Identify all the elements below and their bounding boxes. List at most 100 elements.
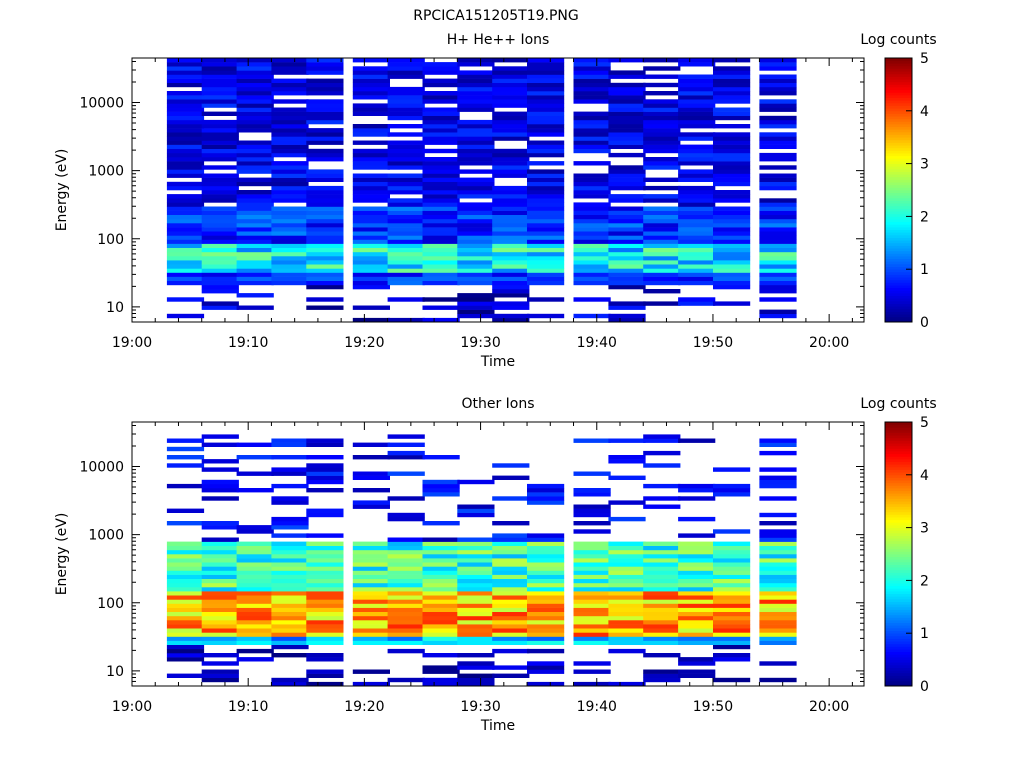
colorbar-segment [885, 498, 912, 502]
spectrogram-cell [352, 471, 390, 476]
spectrogram-cell [759, 570, 797, 575]
spectrogram-cell [236, 165, 274, 170]
colorbar-segment [885, 195, 912, 199]
spectrogram-cell [352, 566, 390, 571]
colorbar-segment [885, 551, 912, 555]
spectrogram-cell [271, 628, 309, 633]
spectrogram-cell [492, 624, 530, 629]
spectrogram-cell [608, 227, 646, 232]
colorbar-tick-label: 2 [920, 573, 929, 589]
spectrogram-cell [387, 537, 425, 542]
spectrogram-cell [201, 198, 239, 203]
spectrogram-cell [166, 545, 205, 551]
spectrogram-cell [387, 516, 425, 522]
colorbar-segment [885, 124, 912, 128]
spectrogram-cell [678, 673, 716, 678]
spectrogram-cell [306, 82, 344, 88]
spectrogram-cell [306, 185, 344, 191]
spectrogram-cell [527, 496, 565, 501]
x-tick-label: 19:30 [460, 335, 500, 351]
colorbar-segment [885, 472, 912, 476]
colorbar-segment [885, 263, 912, 267]
spectrogram-cell [678, 136, 716, 141]
spectrogram-cell [527, 227, 565, 232]
spectrogram-cell [457, 313, 495, 319]
spectrogram-cell [306, 198, 344, 203]
spectrogram-cell [271, 280, 309, 286]
spectrogram-cell [306, 119, 344, 125]
spectrogram-cell [422, 665, 460, 670]
spectrogram-cell [166, 214, 205, 220]
spectrogram-cell [387, 541, 425, 546]
spectrogram-cell [492, 210, 530, 215]
spectrogram-cell [457, 603, 495, 608]
spectrogram-cell [236, 471, 274, 476]
spectrogram-cell [166, 218, 205, 224]
spectrogram-cell [422, 82, 460, 88]
spectrogram-cell [643, 128, 681, 133]
spectrogram-cell [166, 169, 205, 174]
spectrogram-cell [573, 260, 611, 265]
spectrogram-cell [422, 70, 460, 75]
spectrogram-cell [166, 640, 205, 645]
spectrogram-cell [643, 595, 681, 600]
colorbar-segment [885, 102, 912, 106]
spectrogram-cell [527, 111, 565, 116]
spectrogram-cell [713, 541, 751, 546]
spectrogram-cell [608, 272, 646, 277]
spectrogram-cell [387, 206, 425, 211]
colorbar-segment [885, 79, 912, 83]
spectrogram-cell [492, 289, 530, 294]
spectrogram-cell [236, 181, 274, 187]
spectrogram-cell [422, 578, 460, 584]
spectrogram-cell [643, 549, 681, 555]
spectrogram-cell [759, 529, 797, 534]
spectrogram-cell [387, 566, 425, 571]
colorbar-segment [885, 596, 912, 600]
spectrogram-cell [713, 231, 751, 236]
spectrogram-cell [166, 574, 205, 579]
colorbar-segment [885, 519, 912, 523]
spectrogram-cell [527, 492, 565, 497]
spectrogram-cell [608, 640, 646, 645]
spectrogram-cell [387, 177, 425, 182]
spectrogram-cell [608, 165, 646, 170]
colorbar-segment [885, 306, 912, 310]
spectrogram-cell [492, 247, 530, 253]
spectrogram-cell [457, 136, 495, 141]
spectrogram-cell [387, 74, 425, 79]
spectrogram-cell [643, 504, 681, 509]
spectrogram-cell [678, 595, 716, 600]
spectrogram-cell [387, 190, 425, 195]
spectrogram-cell [306, 475, 344, 480]
spectrogram-cell [759, 578, 797, 584]
spectrogram-cell [713, 140, 751, 145]
spectrogram-cell [608, 91, 646, 96]
colorbar-segment [885, 71, 912, 75]
spectrogram-cell [573, 541, 611, 546]
spectrogram-cell [527, 570, 565, 575]
spectrogram-cell [422, 492, 460, 497]
spectrogram-cell [271, 251, 309, 257]
spectrogram-cell [678, 173, 716, 178]
spectrogram-cell [387, 66, 425, 71]
spectrogram-cell [573, 111, 611, 116]
spectrogram-cell [166, 62, 205, 67]
spectrogram-cell [527, 214, 565, 220]
spectrogram-cell [573, 124, 611, 129]
spectrogram-cell [236, 99, 274, 104]
spectrogram-cell [201, 58, 239, 63]
spectrogram-cell [759, 562, 797, 567]
spectrogram-cell [643, 231, 681, 236]
spectrogram-cell [271, 677, 309, 683]
spectrogram-cell [643, 185, 681, 191]
spectrogram-cell [306, 508, 344, 513]
colorbar-segment [885, 126, 912, 130]
spectrogram-cell [457, 202, 495, 207]
colorbar-segment [885, 633, 912, 637]
spectrogram-cell [457, 264, 495, 269]
spectrogram-cell [236, 264, 274, 269]
spectrogram-cell [422, 297, 460, 302]
colorbar-segment [885, 131, 912, 135]
spectrogram-cell [457, 239, 495, 244]
